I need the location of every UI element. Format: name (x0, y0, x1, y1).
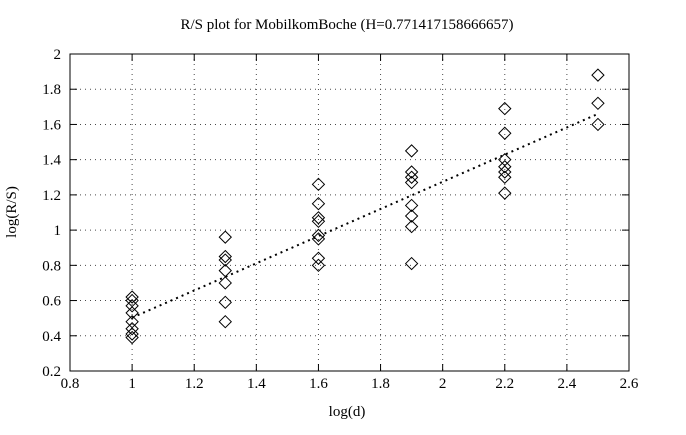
data-point-diamond (311, 196, 326, 211)
data-point-diamond (125, 306, 139, 320)
x-tick-label: 0.8 (61, 376, 80, 392)
trend-line (131, 112, 599, 319)
data-point-diamond (498, 170, 512, 184)
grid-layer (70, 54, 629, 371)
data-point-diamond (404, 209, 419, 223)
y-tick-label: 1.4 (42, 153, 61, 169)
data-point-diamond (311, 258, 326, 273)
data-point-diamond (218, 253, 232, 267)
data-point-diamond (125, 299, 139, 313)
data-point-diamond (404, 256, 419, 271)
x-tick-label: 1 (128, 376, 136, 392)
data-point-diamond (404, 198, 419, 213)
data-point-diamond (125, 290, 139, 304)
data-point-diamond (404, 219, 419, 234)
y-axis-label: log(R/S) (4, 186, 20, 238)
y-tick-label: 1.6 (42, 117, 61, 133)
data-point-diamond (498, 126, 512, 140)
data-point-diamond (404, 175, 419, 190)
data-point-diamond (498, 165, 512, 179)
data-point-diamond (404, 170, 419, 184)
data-point-diamond (311, 228, 326, 243)
data-point-diamond (125, 322, 139, 336)
data-point-diamond (591, 68, 605, 82)
x-tick-label: 1.8 (371, 376, 390, 392)
data-point-diamond (311, 214, 326, 229)
x-tick-label: 2.2 (495, 376, 514, 392)
x-tick-label: 2 (439, 376, 447, 392)
data-point-diamond (218, 249, 232, 264)
data-point-diamond (218, 314, 232, 329)
y-tick-label: 0.8 (42, 258, 61, 274)
x-tick-label: 2.6 (620, 376, 639, 392)
data-point-diamond (311, 251, 326, 265)
data-point-diamond (218, 295, 232, 310)
data-points-layer (125, 68, 605, 345)
data-point-diamond (498, 160, 512, 174)
trend-layer (131, 112, 599, 319)
data-point-diamond (404, 165, 419, 179)
data-point-diamond (311, 177, 326, 192)
data-point-diamond (591, 96, 605, 111)
y-tick-label: 1.2 (42, 188, 61, 204)
data-point-diamond (591, 117, 605, 132)
y-tick-label: 0.4 (42, 329, 61, 345)
y-tick-label: 1.8 (42, 82, 61, 98)
data-point-diamond (125, 330, 139, 345)
x-tick-label: 1.4 (247, 376, 266, 392)
y-tick-label: 2 (54, 47, 62, 63)
data-point-diamond (498, 101, 512, 116)
data-point-diamond (498, 186, 512, 200)
x-tick-label: 1.6 (309, 376, 328, 392)
data-point-diamond (218, 276, 232, 290)
y-tick-label: 0.2 (42, 364, 61, 380)
data-point-diamond (125, 327, 139, 341)
data-point-diamond (311, 232, 326, 246)
chart-title: R/S plot for MobilkomBoche (H=0.77141715… (180, 17, 513, 33)
data-point-diamond (311, 211, 326, 225)
x-axis-label: log(d) (329, 404, 366, 420)
data-point-diamond (218, 230, 232, 244)
plot-border (69, 53, 630, 372)
tick-label-layer: 0.8 1 1.2 1.4 1.6 1.8 2 2.2 2.4 2.6 0.2 0.4 0.6 0.8 1 1… (42, 47, 639, 392)
axes-frame-layer (69, 53, 630, 372)
x-tick-label: 1.2 (185, 376, 204, 392)
x-tick-label: 2.4 (558, 376, 577, 392)
data-point-diamond (404, 144, 419, 158)
y-tick-label: 0.6 (42, 294, 61, 310)
y-tick-label: 1 (54, 223, 62, 239)
